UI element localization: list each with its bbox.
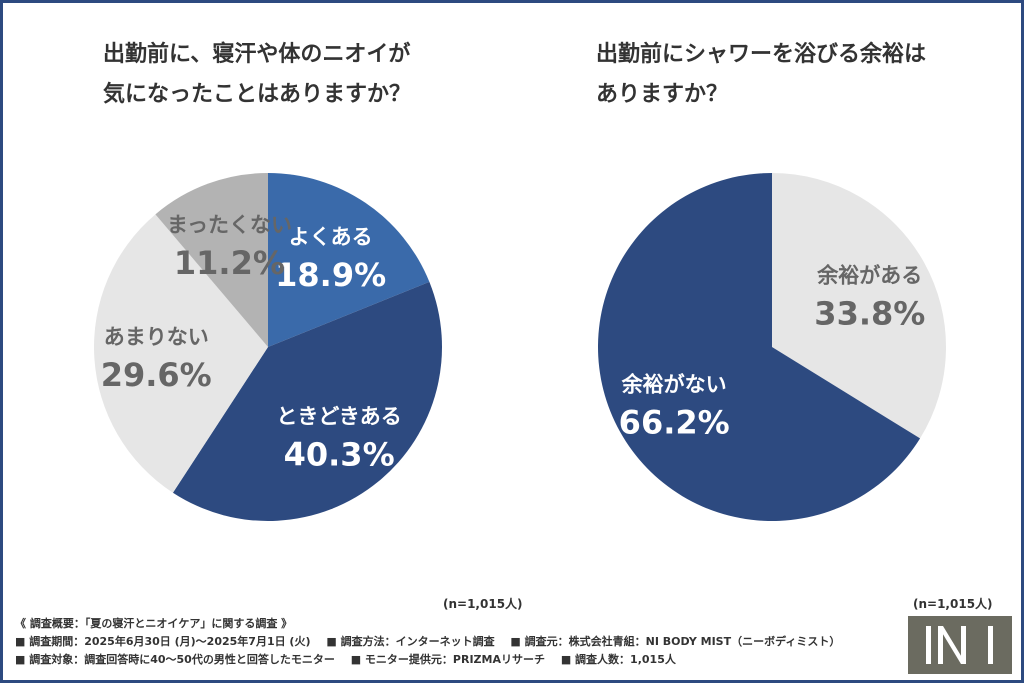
- slice-value-label: 29.6%: [101, 356, 212, 394]
- slice-value-label: 66.2%: [619, 404, 730, 442]
- pie-slice: [268, 173, 430, 347]
- slice-value-label: 33.8%: [814, 294, 925, 332]
- survey-method: ■ 調査方法：インターネット調査: [326, 635, 495, 648]
- slice-category-label: 余裕がない: [621, 373, 727, 397]
- survey-line-2: ■ 調査対象：調査回答時に40〜50代の男性と回答したモニター ■ モニター提供…: [15, 651, 895, 669]
- right-chart-title: 出勤前にシャワーを浴びる余裕は ありますか？: [596, 35, 976, 115]
- slice-value-label: 11.2%: [174, 244, 285, 282]
- slice-value-label: 18.9%: [275, 256, 386, 294]
- slice-category-label: よくある: [289, 225, 373, 249]
- right-pie-chart: 余裕がある 33.8% 余裕がない 66.2%: [598, 173, 946, 521]
- left-title-line-2: 気になったことはありますか？: [103, 82, 412, 107]
- pie-slice: [172, 281, 443, 522]
- slice-category-label: あまりない: [104, 325, 209, 349]
- brand-logo-mark-icon: [926, 626, 993, 664]
- pie-slice: [598, 173, 921, 521]
- left-pie-chart: よくある 18.9% ときどきある 40.3% あまりない 29.6% まったくない 11.2…: [93, 173, 443, 522]
- survey-respondents: ■ 調査人数：1,015人: [560, 653, 676, 666]
- survey-line-1: ■ 調査期間：2025年6月30日 (月)〜2025年7月1日 (火) ■ 調査…: [15, 633, 895, 651]
- right-sample-size-note: (n=1,015人): [913, 597, 993, 611]
- pie-slice: [772, 173, 946, 439]
- survey-overview: 《 調査概要：「夏の寝汗とニオイケア」に関する調査 》 ■ 調査期間：2025年…: [15, 615, 895, 669]
- pie-slice: [93, 214, 269, 493]
- right-title-line-1: 出勤前にシャワーを浴びる余裕は: [596, 42, 927, 67]
- right-title-line-2: ありますか？: [596, 82, 729, 107]
- left-sample-size-note: (n=1,015人): [443, 597, 523, 611]
- survey-heading: 《 調査概要：「夏の寝汗とニオイケア」に関する調査 》: [15, 617, 293, 630]
- survey-source: ■ 調査元：株式会社青組：NI BODY MIST（ニーボディミスト）: [510, 635, 841, 648]
- survey-panel-provider: ■ モニター提供元：PRIZMAリサーチ: [350, 653, 545, 666]
- slice-category-label: ときどきある: [276, 405, 401, 429]
- left-chart-title: 出勤前に、寝汗や体のニオイが 気になったことはありますか？: [103, 35, 463, 115]
- pie-slice: [155, 173, 268, 347]
- slice-category-label: まったくない: [167, 213, 292, 237]
- slice-category-label: 余裕がある: [816, 263, 922, 287]
- slice-value-label: 40.3%: [284, 436, 395, 474]
- brand-logo: [908, 616, 1012, 674]
- survey-target: ■ 調査対象：調査回答時に40〜50代の男性と回答したモニター: [15, 653, 335, 666]
- left-title-line-1: 出勤前に、寝汗や体のニオイが: [103, 42, 411, 67]
- survey-period: ■ 調査期間：2025年6月30日 (月)〜2025年7月1日 (火): [15, 635, 311, 648]
